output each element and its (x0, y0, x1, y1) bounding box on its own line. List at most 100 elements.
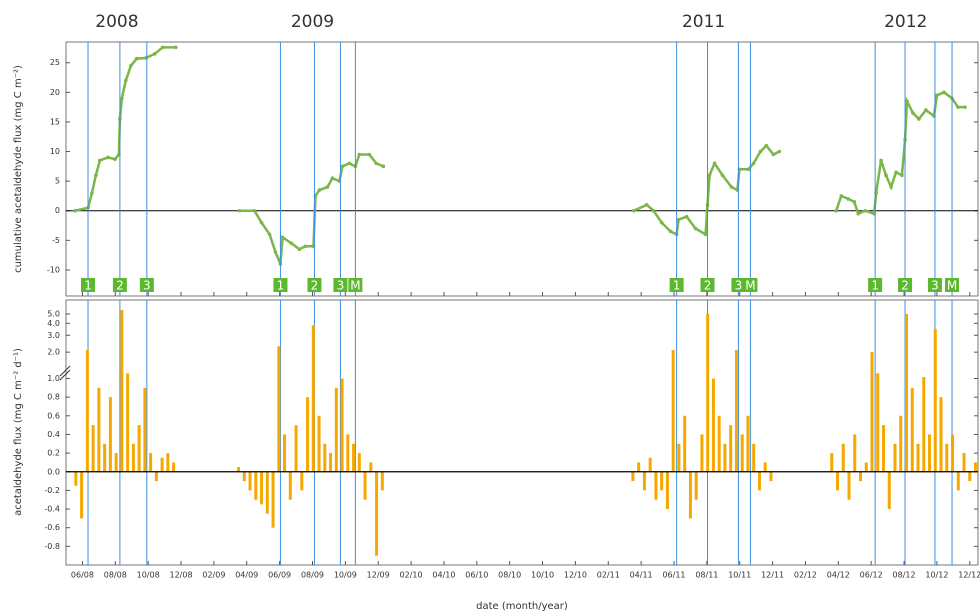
event-box (743, 278, 758, 292)
y-tick-label: 5.0 (47, 310, 60, 319)
y-tick-label: -0.6 (44, 523, 60, 532)
y-tick-label: 10 (50, 147, 60, 156)
cumulative-point (289, 241, 294, 246)
cumulative-point (834, 208, 838, 213)
flux-bar (108, 397, 112, 472)
flux-bar (974, 462, 978, 472)
flux-bar (648, 457, 652, 472)
flux-bar (876, 373, 880, 472)
cumulative-line (74, 46, 176, 212)
event-box (700, 278, 715, 292)
flux-bar (288, 471, 292, 500)
cumulative-point (693, 226, 698, 231)
y-tick-label: 3.0 (47, 331, 60, 340)
flux-bar (352, 443, 356, 472)
flux-bar (956, 471, 960, 491)
cumulative-point (758, 149, 763, 154)
flux-bar (277, 346, 281, 472)
cumulative-point (152, 52, 157, 56)
event-box (307, 278, 322, 292)
event-label: 3 (337, 279, 345, 293)
flux-bar (916, 443, 920, 472)
cumulative-point (863, 208, 867, 213)
year-label: 2008 (95, 12, 138, 32)
flux-bar (882, 425, 886, 472)
event-box (669, 278, 684, 292)
event-label: 3 (735, 279, 743, 293)
cumulative-point (381, 164, 386, 169)
flux-bar (665, 471, 669, 510)
flux-bar (642, 471, 646, 491)
cumulative-point (252, 208, 257, 213)
cumulative-point (720, 173, 725, 178)
flux-bar (97, 387, 101, 472)
event-box (139, 278, 154, 292)
y-tick-label: -10 (47, 265, 60, 274)
cumulative-point (924, 108, 928, 112)
y-tick-label: 2.0 (47, 348, 60, 357)
event-box (112, 278, 127, 292)
flux-bar (637, 462, 641, 472)
cumulative-point (330, 176, 335, 180)
x-tick-label: 06/12 (860, 571, 883, 580)
cumulative-point (751, 161, 756, 166)
flux-bar (160, 457, 164, 472)
cumulative-point (712, 161, 717, 166)
cumulative-point (98, 158, 102, 163)
flux-bar (922, 377, 926, 472)
flux-bar (928, 434, 932, 472)
x-tick-label: 06/08 (71, 571, 94, 580)
flux-bar (114, 453, 118, 472)
y-tick-label: 0.0 (47, 467, 60, 476)
flux-bar (899, 415, 903, 472)
cumulative-point (707, 173, 712, 178)
y-axis-title: cumulative acetaldehyde flux (mg C m⁻²) (13, 65, 24, 273)
flux-bar (172, 462, 176, 472)
y-tick-label: 0.6 (47, 411, 60, 420)
x-tick-label: 10/10 (531, 571, 554, 580)
flux-bar (91, 425, 95, 472)
flux-bar (683, 415, 687, 472)
event-label: M (350, 279, 360, 293)
flux-bar (859, 471, 863, 482)
cumulative-point (889, 185, 893, 189)
x-tick-label: 06/09 (268, 571, 291, 580)
x-tick-label: 08/12 (893, 571, 916, 580)
flux-bar (711, 378, 715, 472)
x-tick-label: 12/10 (564, 571, 587, 580)
cumulative-line (835, 90, 966, 216)
cumulative-point (764, 143, 769, 148)
flux-bar (887, 471, 891, 510)
x-tick-label: 06/11 (662, 571, 685, 580)
flux-bar (864, 462, 868, 472)
cumulative-point (303, 244, 308, 249)
flux-bar (323, 443, 327, 472)
flux-bar (346, 434, 350, 472)
flux-bar (752, 443, 756, 472)
flux-bar (369, 462, 373, 472)
flux-bar (237, 467, 241, 472)
cumulative-point (856, 211, 861, 216)
flux-bar (677, 443, 681, 472)
x-tick-label: 06/10 (465, 571, 488, 580)
event-box (731, 278, 746, 292)
event-box (273, 278, 288, 292)
flux-bar (103, 443, 107, 472)
y-tick-label: -0.2 (44, 486, 60, 495)
cumulative-point (703, 232, 708, 237)
cumulative-point (905, 99, 909, 104)
flux-bar (910, 387, 914, 472)
cumulative-point (106, 155, 110, 160)
flux-bar (951, 434, 955, 472)
x-tick-label: 10/11 (728, 571, 751, 580)
x-tick-label: 02/09 (202, 571, 225, 580)
cumulative-point (631, 208, 636, 213)
flux-bar (294, 425, 298, 472)
cumulative-point (160, 45, 165, 50)
event-label: 2 (704, 279, 712, 293)
flux-bar (166, 453, 170, 472)
x-tick-label: 12/09 (367, 571, 390, 580)
flux-bar (893, 443, 897, 472)
year-label: 2011 (682, 12, 725, 32)
